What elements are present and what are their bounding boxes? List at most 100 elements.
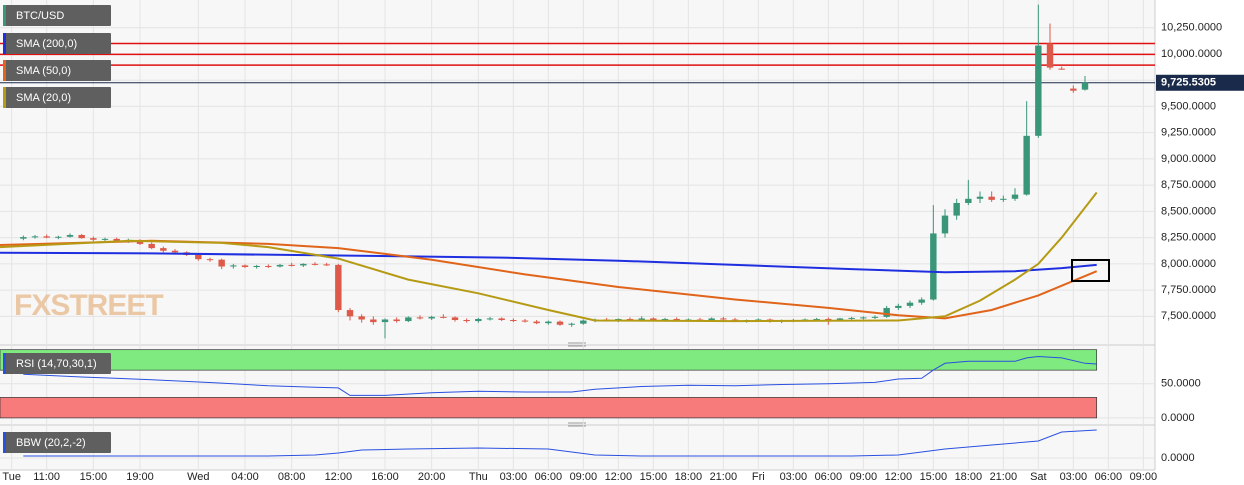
candle-body bbox=[113, 238, 120, 241]
x-tick-label: Tue bbox=[2, 471, 21, 483]
x-tick-label: 15:00 bbox=[80, 471, 108, 483]
x-tick-label: 12:00 bbox=[605, 471, 633, 483]
candle-body bbox=[346, 310, 354, 317]
candle-body bbox=[860, 317, 867, 319]
legend-label: BTC/USD bbox=[16, 10, 64, 22]
y-tick-label: 0.0000 bbox=[1161, 452, 1195, 464]
candle-body bbox=[720, 318, 727, 320]
x-tick-label: Thu bbox=[469, 471, 488, 483]
legend-box bbox=[3, 5, 111, 26]
x-tick-label: 20:00 bbox=[418, 471, 446, 483]
x-tick-label: 18:00 bbox=[675, 471, 703, 483]
candle-body bbox=[650, 318, 657, 321]
candle-body bbox=[265, 265, 272, 267]
candle-body bbox=[66, 235, 74, 237]
x-tick-label: 15:00 bbox=[920, 471, 948, 483]
candle-body bbox=[965, 198, 972, 203]
candle-body bbox=[755, 319, 762, 321]
y-tick-label: 8,750.0000 bbox=[1161, 179, 1216, 191]
y-tick-label: 10,000.0000 bbox=[1161, 48, 1222, 60]
candle-body bbox=[521, 320, 529, 322]
x-tick-label: 21:00 bbox=[710, 471, 738, 483]
candle-body bbox=[393, 319, 400, 322]
x-tick-label: 03:00 bbox=[780, 471, 808, 483]
candle-body bbox=[510, 320, 517, 322]
x-tick-label: 09:00 bbox=[1130, 471, 1158, 483]
legend-box bbox=[3, 60, 111, 81]
x-tick-label: Wed bbox=[187, 471, 209, 483]
candle-body bbox=[230, 265, 237, 267]
x-tick-label: 11:00 bbox=[33, 471, 60, 483]
band bbox=[0, 349, 1098, 371]
candle-body bbox=[171, 250, 179, 253]
x-tick-label: 12:00 bbox=[885, 471, 913, 483]
candle-body bbox=[300, 263, 307, 266]
candle-body bbox=[405, 317, 412, 322]
candle-body bbox=[626, 318, 634, 321]
y-tick-label: 8,250.0000 bbox=[1161, 232, 1216, 244]
candle-body bbox=[451, 317, 459, 321]
candle-body bbox=[195, 254, 202, 260]
x-tick-label: 15:00 bbox=[640, 471, 668, 483]
y-tick-label: 7,500.0000 bbox=[1161, 310, 1216, 322]
candle-body bbox=[545, 321, 552, 324]
candle-body bbox=[148, 243, 155, 249]
legend-swatch bbox=[3, 432, 6, 453]
x-tick-label: 09:00 bbox=[570, 471, 598, 483]
highlight-box bbox=[1071, 259, 1110, 282]
candle-body bbox=[941, 215, 949, 234]
legend-box bbox=[3, 353, 111, 374]
candle-body bbox=[895, 305, 902, 308]
candle-body bbox=[241, 265, 249, 268]
x-tick-label: Sat bbox=[1030, 471, 1047, 483]
candle-body bbox=[1035, 45, 1042, 136]
x-tick-label: 03:00 bbox=[500, 471, 528, 483]
legend-label: SMA (200,0) bbox=[16, 38, 77, 50]
candle-body bbox=[836, 318, 844, 321]
x-tick-label: 16:00 bbox=[371, 471, 399, 483]
x-tick-label: 06:00 bbox=[815, 471, 843, 483]
x-tick-label: 04:00 bbox=[231, 471, 259, 483]
candle-body bbox=[370, 319, 377, 323]
x-tick-label: 03:00 bbox=[1060, 471, 1088, 483]
legend-swatch bbox=[3, 60, 6, 81]
legend-label: SMA (50,0) bbox=[16, 65, 71, 77]
watermark: FXSTREET bbox=[14, 289, 163, 322]
y-tick-label: 9,250.0000 bbox=[1161, 127, 1216, 139]
candle-body bbox=[906, 302, 914, 306]
x-tick-label: 12:00 bbox=[325, 471, 353, 483]
candle-body bbox=[416, 317, 424, 319]
y-tick-label: 7,750.0000 bbox=[1161, 284, 1216, 296]
legend-swatch bbox=[3, 33, 6, 54]
candle-body bbox=[708, 318, 715, 321]
candle-body bbox=[1046, 43, 1054, 68]
candle-body bbox=[580, 320, 587, 324]
candle-body bbox=[381, 319, 389, 323]
candle-body bbox=[335, 264, 342, 311]
indicator-line bbox=[23, 355, 1097, 396]
marks: Tue 11:00 15:00 19:00 Wed 04:00 08:00 12:00 16:0… bbox=[0, 4, 1244, 483]
candle-body bbox=[673, 318, 680, 321]
candle-body bbox=[1023, 135, 1030, 195]
candle-body bbox=[825, 318, 832, 321]
candle-body bbox=[276, 264, 284, 267]
legend-box bbox=[3, 432, 111, 453]
x-tick-label: Fri bbox=[752, 471, 765, 483]
candle-body bbox=[568, 323, 575, 325]
candle-body bbox=[871, 316, 879, 318]
last-price-tag bbox=[1156, 74, 1244, 91]
legend-label: SMA (20,0) bbox=[16, 92, 71, 104]
candle-body bbox=[55, 236, 62, 238]
x-tick-label: 06:00 bbox=[535, 471, 563, 483]
candle-body bbox=[1058, 68, 1065, 70]
candle-body bbox=[475, 318, 482, 322]
y-tick-label: 50.0000 bbox=[1161, 378, 1201, 390]
candle-body bbox=[1011, 194, 1019, 199]
candle-body bbox=[930, 233, 937, 300]
legend-box bbox=[3, 87, 111, 108]
x-tick-label: 19:00 bbox=[126, 471, 154, 483]
candle-body bbox=[661, 318, 669, 321]
candle-body bbox=[556, 321, 564, 325]
legend-swatch bbox=[3, 87, 6, 108]
candle-body bbox=[101, 238, 109, 240]
